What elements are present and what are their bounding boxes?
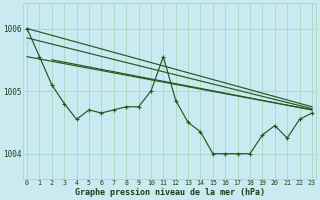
X-axis label: Graphe pression niveau de la mer (hPa): Graphe pression niveau de la mer (hPa) <box>75 188 265 197</box>
